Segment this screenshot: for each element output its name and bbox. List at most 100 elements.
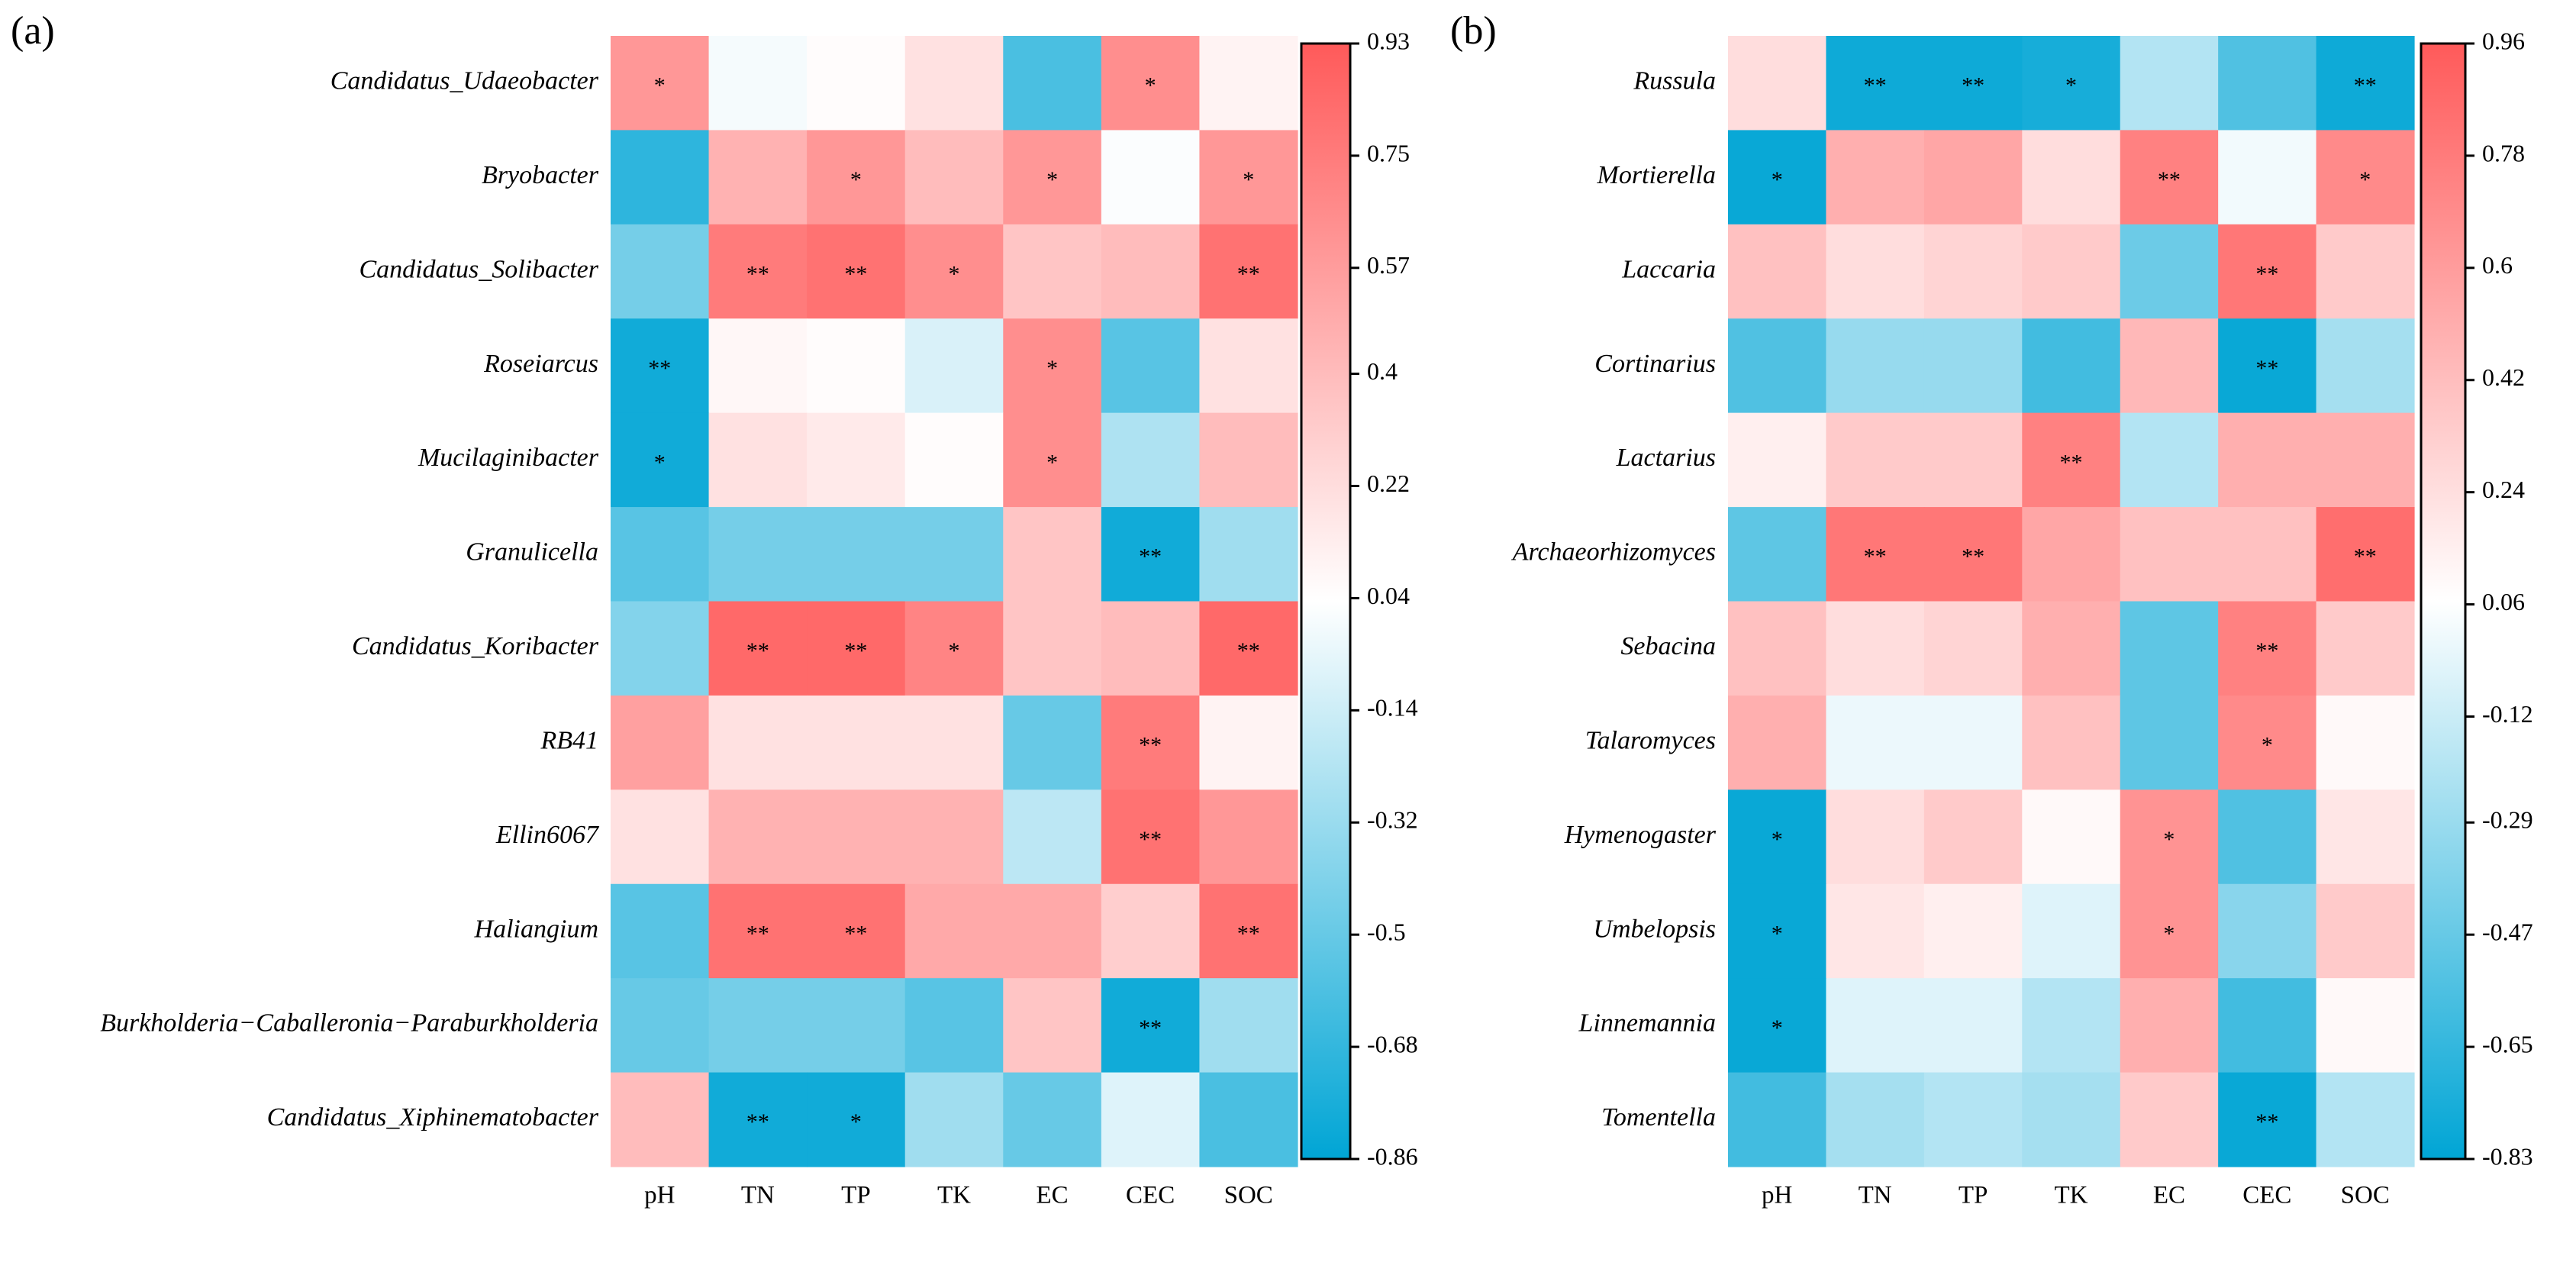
heatmap-cell xyxy=(1826,507,1925,602)
colorbar-tick-label: 0.24 xyxy=(2482,476,2525,503)
heatmap-cell xyxy=(2316,601,2415,696)
heatmap-cell xyxy=(904,789,1004,885)
heatmap-cell xyxy=(1728,601,1827,696)
heatmap-cell xyxy=(1003,1072,1102,1167)
heatmap-cell xyxy=(2218,1072,2317,1167)
row-label: Ellin6067 xyxy=(495,821,600,849)
heatmap-cell xyxy=(904,36,1004,131)
heatmap-cell xyxy=(2022,224,2121,319)
colorbar-tick-label: -0.65 xyxy=(2482,1030,2533,1057)
heatmap-cell xyxy=(1728,1072,1827,1167)
heatmap-cell xyxy=(1826,130,1925,225)
heatmap-cell xyxy=(2316,1072,2415,1167)
heatmap-cell xyxy=(2120,507,2219,602)
row-label: Umbelopsis xyxy=(1593,915,1716,943)
heatmap-cell xyxy=(2022,1072,2121,1167)
row-label: Burkholderia−Caballeronia−Paraburkholder… xyxy=(100,1009,598,1038)
heatmap-cell xyxy=(708,789,808,885)
colorbar-tick-label: 0.78 xyxy=(2482,139,2525,166)
significance-mark: * xyxy=(2262,733,2273,758)
significance-mark: ** xyxy=(1139,827,1162,852)
heatmap-cell xyxy=(708,601,808,696)
row-label: Bryobacter xyxy=(482,161,599,189)
significance-mark: ** xyxy=(1139,733,1162,758)
significance-mark: ** xyxy=(746,921,769,946)
row-label: Candidatus_Xiphinematobacter xyxy=(267,1103,599,1132)
heatmap-cell xyxy=(1728,978,1827,1073)
heatmap-cell xyxy=(807,318,906,414)
row-label: Archaeorhizomyces xyxy=(1511,538,1716,567)
heatmap-cell xyxy=(2316,978,2415,1073)
colorbar-tick-label: -0.86 xyxy=(1367,1142,1418,1170)
heatmap-cell xyxy=(904,978,1004,1073)
heatmap-cell xyxy=(807,36,906,131)
heatmap-cell xyxy=(611,695,710,790)
heatmap-cell xyxy=(2316,36,2415,131)
column-label: EC xyxy=(2153,1182,2185,1209)
heatmap-cell xyxy=(2316,789,2415,885)
heatmap-cell xyxy=(1199,1072,1298,1167)
significance-mark: ** xyxy=(1139,1015,1162,1041)
heatmap-cell xyxy=(2316,412,2415,508)
heatmap-cell xyxy=(807,695,906,790)
heatmap-cell xyxy=(1826,1072,1925,1167)
colorbar-tick-label: 0.4 xyxy=(1367,357,1398,385)
significance-mark: ** xyxy=(1237,261,1260,286)
heatmap-cell xyxy=(1199,695,1298,790)
row-label: Mortierella xyxy=(1597,161,1717,189)
heatmap-cell xyxy=(2120,412,2219,508)
significance-mark: ** xyxy=(2354,544,2377,570)
significance-mark: * xyxy=(1046,356,1058,381)
significance-mark: ** xyxy=(1864,544,1887,570)
heatmap-cell xyxy=(708,507,808,602)
row-label: Haliangium xyxy=(474,915,598,943)
heatmap-cell xyxy=(2218,318,2317,414)
heatmap-cell xyxy=(2218,978,2317,1073)
heatmap-cell xyxy=(2022,130,2121,225)
row-label: RB41 xyxy=(540,726,598,754)
significance-mark: * xyxy=(1046,450,1058,475)
heatmap-cell xyxy=(1199,36,1298,131)
heatmap-cell xyxy=(1101,1072,1201,1167)
heatmap-cell xyxy=(1826,318,1925,414)
colorbar-tick-label: 0.42 xyxy=(2482,363,2525,391)
row-label: Tomentella xyxy=(1601,1103,1716,1132)
heatmap-cell xyxy=(2022,601,2121,696)
heatmap-cell xyxy=(708,978,808,1073)
heatmap-cell xyxy=(904,412,1004,508)
heatmap-cell xyxy=(1728,318,1827,414)
significance-mark: ** xyxy=(2158,167,2181,192)
heatmap-cell xyxy=(1923,318,2023,414)
heatmap-cell xyxy=(1923,883,2023,979)
heatmap-cell xyxy=(904,695,1004,790)
heatmap-cell xyxy=(1003,883,1102,979)
significance-mark: ** xyxy=(2255,261,2278,286)
significance-mark: * xyxy=(949,261,960,286)
heatmap-cell xyxy=(1923,695,2023,790)
heatmap-cell xyxy=(2120,789,2219,885)
heatmap-cell xyxy=(1199,318,1298,414)
heatmap-cell xyxy=(611,318,710,414)
heatmap-cell xyxy=(904,883,1004,979)
significance-mark: * xyxy=(654,450,666,475)
column-label: EC xyxy=(1036,1182,1068,1209)
heatmap-cell xyxy=(1728,507,1827,602)
colorbar-tick-label: -0.29 xyxy=(2482,806,2533,834)
heatmap-cell xyxy=(2218,601,2317,696)
heatmap-cell xyxy=(2218,883,2317,979)
heatmap-cell xyxy=(807,224,906,319)
significance-mark: ** xyxy=(2060,450,2083,475)
significance-mark: * xyxy=(2163,921,2175,946)
heatmap-cell xyxy=(1003,789,1102,885)
panel-label: (b) xyxy=(1450,9,1497,53)
colorbar-tick-label: -0.14 xyxy=(1367,694,1418,722)
column-label: SOC xyxy=(2341,1182,2390,1209)
column-label: pH xyxy=(1762,1182,1792,1209)
heatmap-cell xyxy=(708,318,808,414)
heatmap-cell xyxy=(708,224,808,319)
column-label: CEC xyxy=(2242,1182,2291,1209)
heatmap-cell xyxy=(1728,36,1827,131)
heatmap-cell xyxy=(1003,130,1102,225)
colorbar-tick-label: 0.22 xyxy=(1367,470,1410,497)
heatmap-cell xyxy=(1101,130,1201,225)
